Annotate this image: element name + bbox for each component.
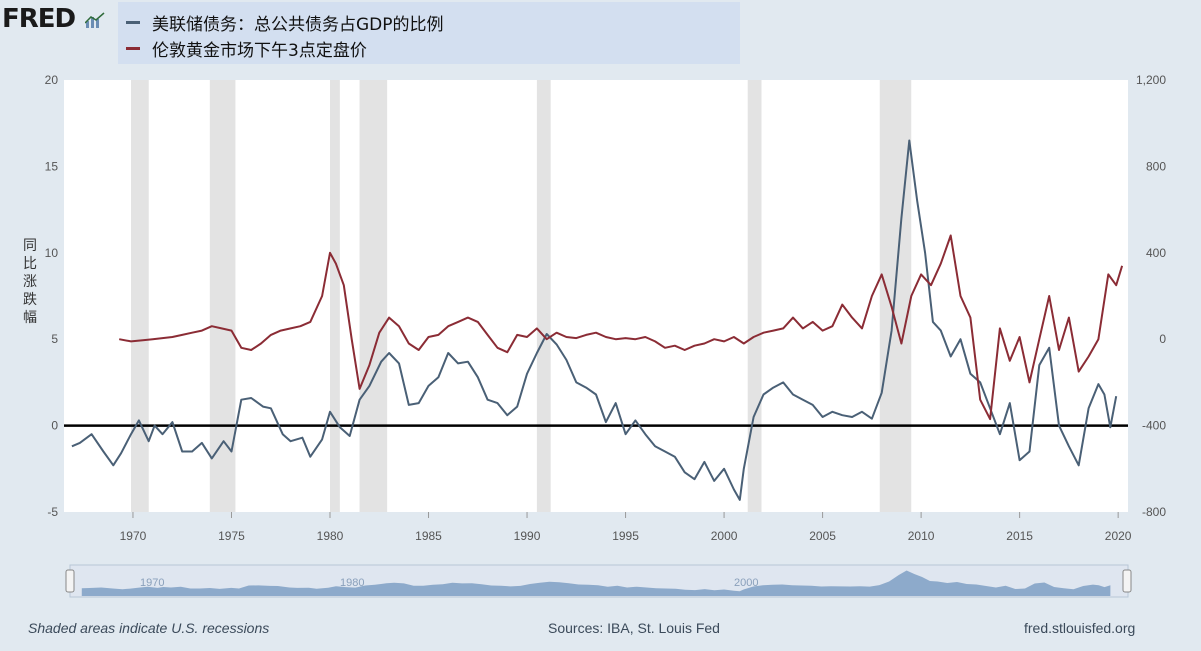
range-navigator[interactable]: 1970 1980 2000: [65, 564, 1132, 598]
x-tick-label: 2015: [1006, 529, 1033, 543]
navigator-area: [81, 570, 1111, 596]
x-ticks: 1970 1975 1980 1985 1990 1995 2000 2005 2010 2015…: [120, 512, 1132, 543]
x-tick-label: 1995: [612, 529, 639, 543]
navigator-left-handle[interactable]: [65, 569, 75, 593]
plot-area: [64, 80, 1128, 512]
y-right-tick-label: 0: [1159, 332, 1166, 346]
y-right-ticks: 1,200 800 400 0 -400 -800: [1136, 73, 1166, 519]
x-tick-label: 2010: [908, 529, 935, 543]
series-line-gold: [119, 234, 1124, 421]
x-tick-label: 1985: [415, 529, 442, 543]
y-right-tick-label: -800: [1142, 505, 1166, 519]
legend-item-debt[interactable]: 美联储债务：总公共债务占GDP的比例: [126, 10, 444, 35]
x-tick-label: 1970: [120, 529, 147, 543]
series-line-debt: [71, 139, 1118, 501]
y-left-tick-label: 10: [45, 246, 59, 260]
recession-band-5: [747, 80, 762, 512]
navigator-label-2000: 2000: [734, 577, 758, 589]
legend-label-debt: 美联储债务：总公共债务占GDP的比例: [152, 15, 444, 35]
legend-label-gold: 伦敦黄金市场下午3点定盘价: [152, 41, 367, 61]
x-tick-label: 1975: [218, 529, 245, 543]
recession-band-1: [209, 80, 236, 512]
y-right-tick-label: 800: [1146, 159, 1166, 173]
fred-logo-text: FRED: [2, 4, 76, 34]
navigator-label-1980: 1980: [340, 577, 364, 589]
navigator-right-handle[interactable]: [1122, 569, 1132, 593]
footer-sources: Sources: IBA, St. Louis Fed: [548, 620, 720, 636]
recession-shading: [130, 80, 912, 512]
legend-swatch-gold: [126, 47, 140, 50]
y-right-tick-label: -400: [1142, 419, 1166, 433]
y-right-tick-label: 1,200: [1136, 73, 1166, 87]
fred-logo: FRED: [2, 4, 105, 34]
recession-band-2: [330, 80, 340, 512]
recession-band-4: [536, 80, 551, 512]
y-left-ticks: 20 15 10 5 0 -5: [45, 73, 59, 519]
y-left-tick-label: 15: [45, 159, 59, 173]
recession-band-0: [130, 80, 149, 512]
x-tick-label: 1990: [514, 529, 541, 543]
y-left-tick-label: 5: [51, 332, 58, 346]
x-tick-label: 2005: [809, 529, 836, 543]
x-tick-label: 1980: [317, 529, 344, 543]
series-layer: [71, 139, 1124, 501]
x-tick-label: 2000: [711, 529, 738, 543]
navigator-label-1970: 1970: [140, 577, 164, 589]
y-left-tick-label: 20: [45, 73, 59, 87]
footer-site-link[interactable]: fred.stlouisfed.org: [1024, 620, 1136, 636]
x-tick-label: 2020: [1105, 529, 1132, 543]
legend-item-gold[interactable]: 伦敦黄金市场下午3点定盘价: [126, 36, 367, 61]
legend: 美联储债务：总公共债务占GDP的比例 伦敦黄金市场下午3点定盘价: [118, 2, 740, 64]
recession-band-3: [359, 80, 388, 512]
y-left-tick-label: -5: [47, 505, 58, 519]
y-axis-label: 同比涨跌幅: [23, 238, 37, 326]
footer-recession-note: Shaded areas indicate U.S. recessions: [28, 620, 270, 636]
y-left-tick-label: 0: [51, 419, 58, 433]
chart-logo-icon: [84, 11, 105, 28]
legend-swatch-debt: [126, 21, 140, 24]
y-right-tick-label: 400: [1146, 246, 1166, 260]
